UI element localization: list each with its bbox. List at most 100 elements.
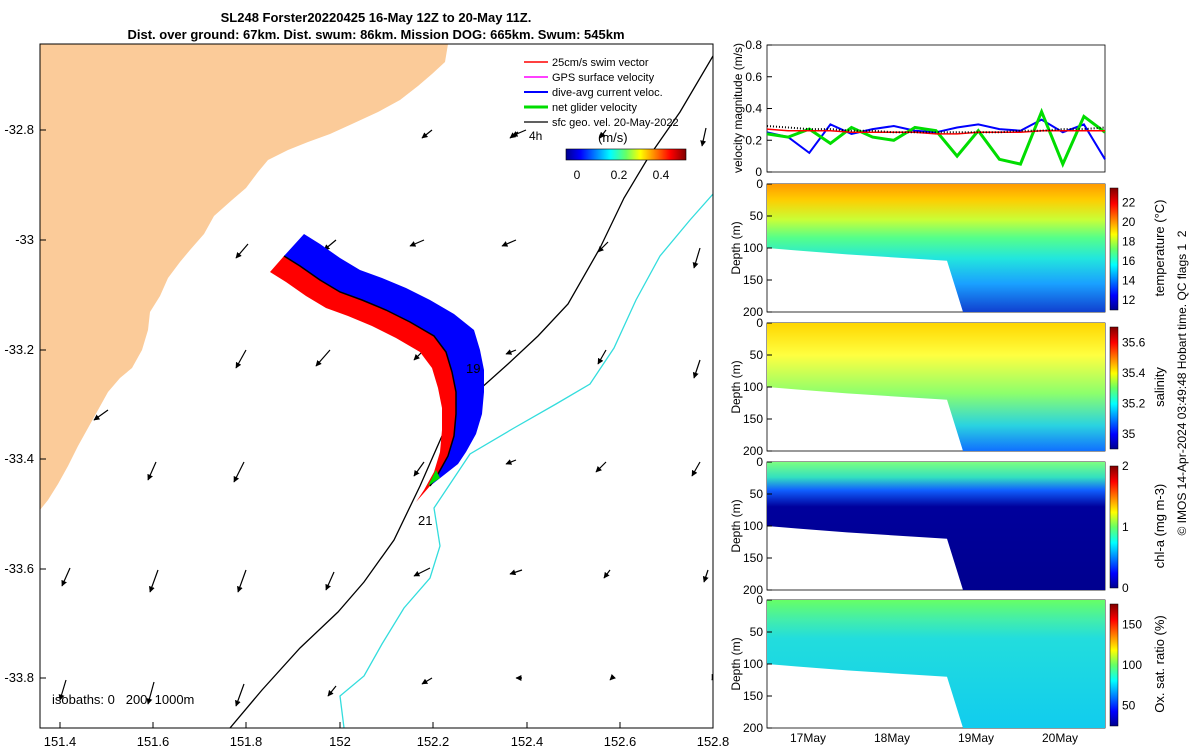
geo-velocity-arrow [147, 461, 157, 481]
geo-velocity-arrow [609, 674, 616, 681]
chart-title-line1: SL248 Forster20220425 16-May 12Z to 20-M… [220, 10, 532, 25]
geo-velocity-arrow [315, 349, 331, 367]
velocity-y-ticklabel: 0.8 [745, 38, 762, 52]
section-y-ticklabel: 150 [743, 689, 763, 703]
section-y-ticklabel: 0 [756, 316, 763, 330]
section-y-ticklabel: 100 [743, 657, 763, 671]
section-colorbar-ticklabel: 12 [1122, 293, 1136, 307]
geo-velocity-arrow [691, 461, 701, 477]
section-y-ticklabel: 200 [743, 305, 763, 319]
section-colorbar-ticklabel: 18 [1122, 235, 1136, 249]
geo-velocity-arrow [325, 571, 335, 591]
geo-velocity-arrow [235, 243, 249, 259]
geo-velocity-arrow [233, 461, 245, 483]
geo-velocity-arrow [597, 349, 607, 365]
velocity-ticks: 0 0.2 0.4 0.6 0.8 [745, 38, 772, 179]
geo-velocity-arrow [595, 461, 607, 473]
velocity-panel: 0 0.2 0.4 0.6 0.8 velocity magnitude (m/s) [731, 38, 1106, 179]
geo-velocity-arrow [235, 349, 247, 369]
velocity-y-ticklabel: 0.2 [745, 133, 762, 147]
map-colorbar-label: (m/s) [598, 130, 628, 145]
geo-velocity-arrow [603, 569, 611, 579]
date-ticklabel: 17May [790, 731, 826, 745]
geo-velocity-arrow [597, 241, 609, 253]
section-ylabel: Depth (m) [729, 499, 743, 552]
geo-velocity-arrow [700, 127, 707, 147]
section-colorbar-ticklabel: 35 [1122, 427, 1136, 441]
section-y-ticklabel: 200 [743, 444, 763, 458]
section-colorbar-ticklabel: 16 [1122, 254, 1136, 268]
section-y-ticklabel: 0 [756, 177, 763, 191]
map-x-ticklabel: 152.8 [697, 734, 730, 749]
map-y-ticklabel: -33.2 [4, 342, 34, 357]
section-y-ticklabel: 150 [743, 551, 763, 565]
side-note: © IMOS 14-Apr-2024 03:49:48 Hobart time.… [1175, 230, 1189, 535]
section-y-ticklabel: 50 [750, 625, 764, 639]
geo-velocity-arrow [149, 569, 159, 593]
legend-gps-label: GPS surface velocity [552, 72, 655, 84]
section-ylabel: Depth (m) [729, 221, 743, 274]
net-velocity-tip [428, 470, 440, 486]
geo-velocity-arrow [413, 461, 425, 477]
section-colorbar-ticklabel: 35.2 [1122, 396, 1146, 410]
section-ylabel: Depth (m) [729, 637, 743, 690]
section-y-ticklabel: 100 [743, 380, 763, 394]
map-x-ticklabel: 152.4 [511, 734, 544, 749]
geo-velocity-arrow [327, 685, 337, 697]
map-y-ticklabel: -33.4 [4, 451, 34, 466]
section-colorbar-ticklabel: 35.6 [1122, 335, 1146, 349]
section-colorbar-ticklabel: 35.4 [1122, 366, 1146, 380]
section-y-ticklabel: 150 [743, 412, 763, 426]
section-colorbar-ticklabel: 20 [1122, 215, 1136, 229]
velocity-y-ticklabel: 0.4 [745, 102, 762, 116]
map-colorbar [565, 148, 687, 161]
legend-swim-label: 25cm/s swim vector [552, 57, 649, 69]
section-ylabel: Depth (m) [729, 360, 743, 413]
section-colorbar [1109, 326, 1119, 450]
map-x-ticklabel: 152 [329, 734, 351, 749]
geo-velocity-arrow [235, 683, 245, 707]
legend-net-label: net glider velocity [552, 102, 637, 114]
scale-arrow-label: 4h [529, 129, 542, 143]
section-y-ticklabel: 0 [756, 593, 763, 607]
section-y-ticklabel: 200 [743, 583, 763, 597]
section-y-ticklabel: 50 [750, 348, 764, 362]
section-y-ticklabel: 50 [750, 487, 764, 501]
section-colorbar-ticklabel: 100 [1122, 658, 1142, 672]
date-ticklabel: 20May [1042, 731, 1078, 745]
section-colorbar-ticklabel: 1 [1122, 520, 1129, 534]
date-ticklabel: 19May [958, 731, 994, 745]
glider-path-line [283, 255, 457, 487]
map-x-ticklabel: 151.4 [44, 734, 77, 749]
section-y-ticklabel: 0 [756, 455, 763, 469]
map-colorbar-tick-2: 0.4 [653, 168, 670, 182]
geo-velocity-arrow [711, 673, 713, 681]
map-x-ticklabel: 152.6 [604, 734, 637, 749]
map-x-ticklabel: 151.6 [137, 734, 170, 749]
section-y-ticklabel: 100 [743, 241, 763, 255]
map-y-ticklabel: -32.8 [4, 122, 34, 137]
legend-geo-label: sfc geo. vel. 20-May-2022 [552, 117, 679, 129]
geo-velocity-arrow [505, 459, 517, 465]
land-mass [40, 44, 448, 510]
geo-velocity-arrow [421, 129, 433, 139]
section-panel-1: 0 50 100 150 200 Depth (m) 35 35.2 35.4 35.6 salin… [729, 316, 1167, 458]
day-label-19: 19 [466, 361, 480, 376]
chart-title-line2: Dist. over ground: 67km. Dist. swum: 86k… [127, 27, 625, 42]
map-colorbar-tick-0: 0 [574, 168, 581, 182]
map-legend: 25cm/s swim vector GPS surface velocity … [524, 57, 679, 129]
section-panel-2: 0 50 100 150 200 Depth (m) 0 1 2 chl-a (mg m-3) [729, 455, 1167, 597]
section-y-ticklabel: 200 [743, 721, 763, 735]
map-y-ticklabel: -33.6 [4, 561, 34, 576]
scale-arrow [511, 129, 527, 137]
day-label-21: 21 [418, 513, 432, 528]
date-ticklabel: 18May [874, 731, 910, 745]
geo-velocity-arrow [58, 679, 67, 701]
geo-velocity-arrow [61, 567, 71, 587]
section-colorbar-ticklabel: 50 [1122, 699, 1136, 713]
section-colorbar [1109, 465, 1119, 589]
section-y-ticklabel: 100 [743, 519, 763, 533]
section-colorbar-ticklabel: 14 [1122, 274, 1136, 288]
section-colorbar-label: salinity [1152, 367, 1167, 407]
